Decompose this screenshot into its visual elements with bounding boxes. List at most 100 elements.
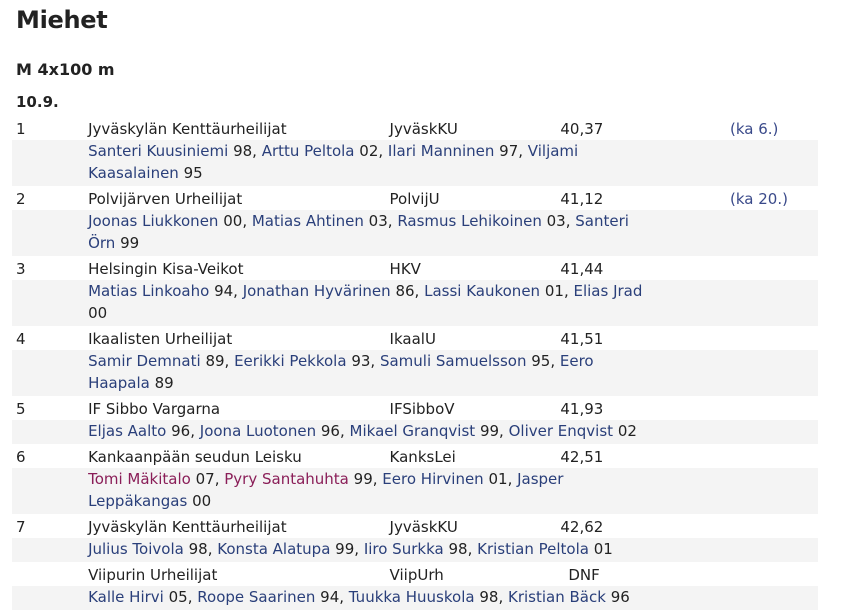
result-place: 3 [16,260,26,278]
runners-list: Eljas Aalto 96, Joona Luotonen 96, Mikae… [88,420,818,444]
runner-birth-year: 98 [233,142,253,160]
runner-link[interactable]: Eerikki Pekkola [234,352,347,370]
runner-link[interactable]: Ilari Manninen [387,142,495,160]
result-time: 41,44 [560,260,604,278]
runner-link[interactable]: Kalle Hirvi [88,588,164,606]
runner-birth-year: 89 [154,374,174,392]
runner-link[interactable]: Kristian Peltola [477,540,589,558]
runner-birth-year: 96 [610,588,630,606]
results-body: 1 Jyväskylän Kenttäurheilijat JyväskKU 40,3… [12,116,818,610]
runners-text: Joonas Liukkonen 00, Matias Ahtinen 03, … [88,212,629,252]
runner-link[interactable]: Samir Demnati [88,352,201,370]
runner-link[interactable]: Konsta Alatupa [217,540,331,558]
runners-indent [12,420,89,444]
runner-link[interactable]: Santeri Kuusiniemi [88,142,229,160]
runner-link[interactable]: Santeri Örn [88,212,629,252]
runner-link[interactable]: Tomi Mäkitalo [88,470,191,488]
runner-link[interactable]: Julius Toivola [88,540,184,558]
runner-birth-year: 03 [546,212,566,230]
page-title: Miehet [16,6,108,34]
team-name: Ikaalisten Urheilijat [88,330,233,348]
runner-birth-year: 99 [353,470,373,488]
result-note [728,396,818,420]
result-place: 7 [16,518,26,536]
result-place: 4 [16,330,26,348]
runner-link[interactable]: Eero Hirvinen [382,470,484,488]
runner-link[interactable]: Jonathan Hyvärinen [242,282,391,300]
runner-link[interactable]: Joona Luotonen [199,422,317,440]
runner-birth-year: 05 [168,588,188,606]
runner-birth-year: 86 [395,282,415,300]
runner-birth-year: 99 [479,422,500,440]
team-name: Jyväskylän Kenttäurheilijat [88,518,287,536]
runners-list: Kalle Hirvi 05, Roope Saarinen 94, Tuukk… [88,586,818,610]
runner-birth-year: 98 [188,540,208,558]
runner-link[interactable]: Joonas Liukkonen [88,212,219,230]
runners-text: Santeri Kuusiniemi 98, Arttu Peltola 02,… [88,142,579,182]
team-name: Helsingin Kisa-Veikot [88,260,244,278]
result-time: 41,12 [560,190,604,208]
runners-indent [12,586,89,610]
runners-row: Julius Toivola 98, Konsta Alatupa 99, Ii… [12,538,818,562]
runner-link[interactable]: Tuukka Huuskola [348,588,475,606]
runner-link[interactable]: Roope Saarinen [197,588,316,606]
runners-list: Joonas Liukkonen 00, Matias Ahtinen 03, … [88,210,818,256]
runners-list: Santeri Kuusiniemi 98, Arttu Peltola 02,… [88,140,818,186]
runners-row: Samir Demnati 89, Eerikki Pekkola 93, Sa… [12,350,818,396]
runners-text: Eljas Aalto 96, Joona Luotonen 96, Mikae… [88,422,637,440]
team-abbreviation: JyväskKU [389,518,458,536]
event-title: M 4x100 m [16,60,115,79]
team-abbreviation: ViipUrh [389,566,444,584]
runner-birth-year: 99 [335,540,355,558]
team-abbreviation: IFSibboV [389,400,455,418]
runner-link[interactable]: Viljami Kaasalainen [88,142,579,182]
runner-link[interactable]: Oliver Enqvist [508,422,614,440]
runners-indent [12,538,89,562]
result-row: Viipurin Urheilijat ViipUrh DNF [12,562,818,586]
team-name: Kankaanpään seudun Leisku [88,448,302,466]
runner-link[interactable]: Lassi Kaukonen [424,282,541,300]
runner-link[interactable]: Eljas Aalto [88,422,167,440]
runner-link[interactable]: Eero Haapala [88,352,594,392]
result-note [728,326,818,350]
result-note [728,256,818,280]
runner-birth-year: 94 [320,588,340,606]
runner-birth-year: 01 [544,282,564,300]
runners-row: Santeri Kuusiniemi 98, Arttu Peltola 02,… [12,140,818,186]
result-time: 40,37 [560,120,604,138]
runner-birth-year: 89 [205,352,225,370]
runners-text: Samir Demnati 89, Eerikki Pekkola 93, Sa… [88,352,594,392]
runner-link[interactable]: Jasper Leppäkangas [88,470,564,510]
runner-link[interactable]: Samuli Samuelsson [379,352,527,370]
result-row: 2 Polvijärven Urheilijat PolvijU 41,12 (ka 2… [12,186,818,210]
runner-birth-year: 02 [617,422,637,440]
runner-link[interactable]: Matias Linkoaho [88,282,210,300]
runner-link[interactable]: Rasmus Lehikoinen [397,212,542,230]
runners-text: Julius Toivola 98, Konsta Alatupa 99, Ii… [88,540,613,558]
result-note [728,514,818,538]
result-row: 1 Jyväskylän Kenttäurheilijat JyväskKU 40,3… [12,116,818,140]
runner-birth-year: 00 [192,492,212,510]
runner-link[interactable]: Kristian Bäck [507,588,606,606]
result-place [12,562,88,586]
runner-birth-year: 03 [368,212,388,230]
result-note [728,444,818,468]
runner-birth-year: 97 [499,142,519,160]
runner-link[interactable]: Matias Ahtinen [251,212,364,230]
runner-birth-year: 96 [171,422,191,440]
runner-link[interactable]: Iiro Surkka [363,540,444,558]
result-place: 2 [16,190,26,208]
result-row: 4 Ikaalisten Urheilijat IkaalU 41,51 [12,326,818,350]
team-abbreviation: KanksLei [389,448,456,466]
runners-row: Kalle Hirvi 05, Roope Saarinen 94, Tuukk… [12,586,818,610]
runner-link[interactable]: Elias Jrad [573,282,643,300]
result-place: 1 [16,120,26,138]
runner-link[interactable]: Mikael Granqvist [349,422,476,440]
runner-link[interactable]: Arttu Peltola [261,142,355,160]
runner-birth-year: 01 [488,470,508,488]
team-abbreviation: HKV [389,260,421,278]
runner-link[interactable]: Pyry Santahuhta [224,470,349,488]
runners-row: Joonas Liukkonen 00, Matias Ahtinen 03, … [12,210,818,256]
runner-birth-year: 95 [183,164,203,182]
runners-list: Matias Linkoaho 94, Jonathan Hyvärinen 8… [88,280,818,326]
